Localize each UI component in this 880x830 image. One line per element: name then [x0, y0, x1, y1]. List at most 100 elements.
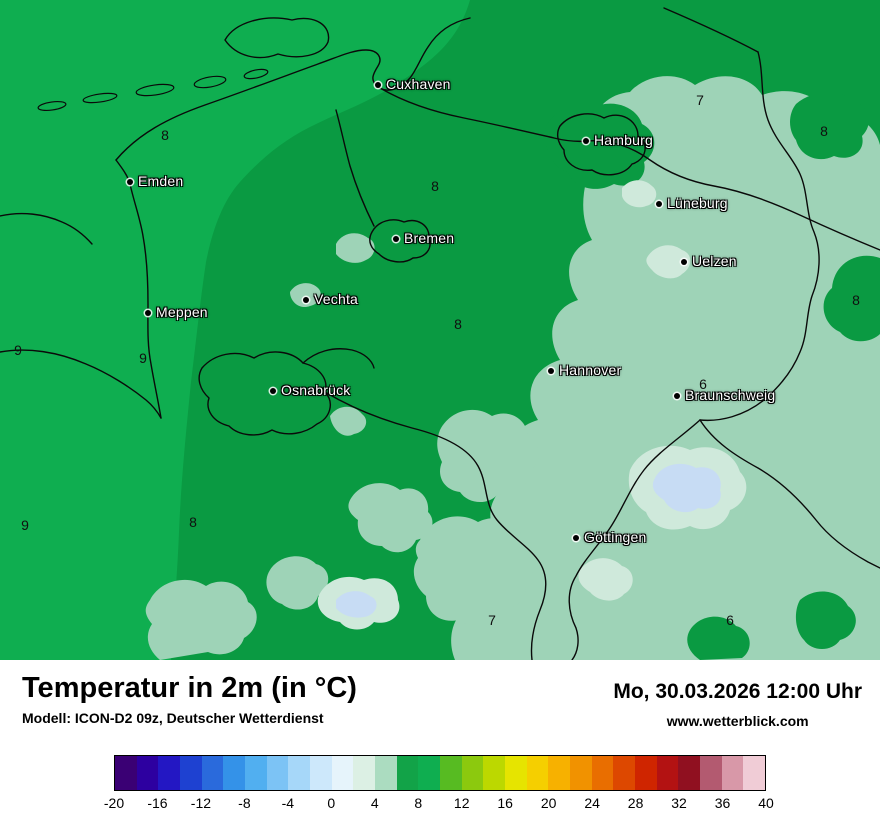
border-east — [699, 51, 820, 422]
legend-color-cell — [375, 756, 397, 790]
temperature-legend: -20 -16 -12 -8 -4 0 4 8 12 16 20 24 28 32 36 40 — [104, 755, 774, 813]
temp-region-paleblue-south — [336, 591, 377, 618]
legend-tick-row: -20 -16 -12 -8 -4 0 4 8 12 16 20 24 28 32 36 40 — [104, 795, 774, 813]
legend-color-cell — [180, 756, 202, 790]
legend-color-cell — [288, 756, 311, 790]
temp-region-seafoam-southwest-2 — [266, 556, 329, 610]
temp-region-green-east-edge — [823, 255, 880, 342]
border-weser-river — [335, 109, 375, 227]
temp-region-seafoam-east — [451, 76, 880, 660]
border-coast-peninsula — [224, 17, 330, 59]
legend-color-cell — [115, 756, 137, 790]
border-osnabrueck-loop — [198, 351, 331, 436]
legend-color-cell — [331, 756, 354, 790]
temp-region-green-northeast — [790, 92, 869, 160]
temp-region-light-uelzen — [646, 245, 691, 279]
legend-color-cell — [396, 756, 419, 790]
legend-color-cell — [245, 756, 267, 790]
legend-tick-label: 40 — [758, 795, 774, 811]
legend-color-cell — [700, 756, 722, 790]
legend-color-cell — [526, 756, 549, 790]
island-outline — [193, 75, 227, 89]
temp-region-bright-west — [0, 0, 470, 660]
border-bremen-loop — [369, 219, 431, 263]
temp-region-green-hamburg — [544, 103, 655, 189]
info-left: Temperatur in 2m (in °C) Modell: ICON-D2… — [22, 672, 357, 727]
border-top-right — [663, 7, 759, 53]
website-label: www.wetterblick.com — [666, 713, 809, 729]
temp-region-green-southeast-2 — [795, 591, 856, 649]
legend-color-cell — [678, 756, 701, 790]
legend-color-cell — [743, 756, 766, 790]
border-hamburg-loop — [556, 113, 646, 176]
island-outline — [82, 92, 118, 104]
legend-tick-label: 28 — [627, 795, 644, 811]
info-header-row: Temperatur in 2m (in °C) Modell: ICON-D2… — [0, 660, 880, 729]
temp-region-paleblue-goettingen — [652, 463, 721, 513]
legend-color-cell — [656, 756, 679, 790]
legend-tick-label: 16 — [497, 795, 513, 811]
model-info: Modell: ICON-D2 09z, Deutscher Wetterdie… — [22, 710, 324, 727]
legend-tick-label: -20 — [103, 795, 125, 811]
temp-region-seafoam-south-center — [413, 516, 536, 625]
border-loop-branch — [302, 348, 375, 369]
legend-color-cell — [158, 756, 181, 790]
info-panel: Temperatur in 2m (in °C) Modell: ICON-D2… — [0, 660, 880, 830]
legend-color-cell — [310, 756, 332, 790]
legend-color-cell — [440, 756, 462, 790]
border-nl-south — [0, 349, 162, 419]
border-elbe-river — [379, 87, 880, 251]
temp-region-seafoam-center — [437, 409, 540, 503]
temp-region-seafoam-vechta-spot — [290, 283, 321, 308]
temp-region-seafoam-bremen-spot — [336, 233, 375, 263]
legend-color-cell — [570, 756, 592, 790]
legend-tick-label: 32 — [671, 795, 687, 811]
legend-tick-label: -16 — [147, 795, 168, 811]
info-right: Mo, 30.03.2026 12:00 Uhr www.wetterblick… — [613, 673, 862, 729]
island-outlines — [37, 68, 269, 112]
legend-color-cell — [266, 756, 289, 790]
legend-color-cell — [223, 756, 246, 790]
legend-tick-label: 4 — [370, 795, 379, 811]
legend-tick-label: -4 — [281, 795, 295, 811]
legend-color-cell — [635, 756, 657, 790]
border-nl-north — [0, 212, 93, 245]
border-coast-west — [115, 17, 471, 161]
legend-color-cell — [591, 756, 614, 790]
island-outline — [135, 83, 175, 97]
legend-tick-label: 36 — [714, 795, 731, 811]
legend-tick-label: -8 — [238, 795, 251, 811]
temp-region-light-southeast — [578, 558, 633, 601]
legend-color-cell — [136, 756, 159, 790]
datetime-label: Mo, 30.03.2026 12:00 Uhr — [613, 680, 862, 703]
island-outline — [243, 68, 269, 80]
legend-tick-label: 20 — [540, 795, 557, 811]
legend-color-cell — [353, 756, 376, 790]
legend-tick-label: 24 — [584, 795, 600, 811]
temperature-map: Cuxhaven Hamburg Emden Lüneburg Bremen Uelzen… — [0, 0, 880, 660]
border-east-south — [699, 419, 880, 569]
temp-region-light-lueneburg — [622, 180, 657, 208]
legend-tick-label: 0 — [327, 795, 336, 811]
page-title: Temperatur in 2m (in °C) — [22, 672, 357, 704]
legend-color-cell — [483, 756, 506, 790]
temp-region-seafoam-southwest-1 — [145, 579, 257, 660]
temperature-map-svg — [0, 0, 880, 660]
temp-region-seafoam-mid-south — [348, 483, 433, 553]
border-south — [324, 391, 547, 660]
legend-color-cell — [548, 756, 571, 790]
legend-tick-label: 8 — [414, 795, 423, 811]
border-goettingen — [568, 419, 701, 660]
legend-color-cell — [721, 756, 744, 790]
legend-color-cell — [505, 756, 527, 790]
legend-color-cell — [201, 756, 224, 790]
temp-region-seafoam-osnabrueck-spot — [330, 406, 367, 436]
temp-region-green-southeast-1 — [687, 616, 750, 660]
legend-tick-label: -12 — [190, 795, 212, 811]
legend-color-cell — [418, 756, 441, 790]
legend-color-cell — [613, 756, 636, 790]
island-outline — [37, 100, 67, 112]
border-lines — [0, 7, 880, 660]
legend-color-cell — [461, 756, 484, 790]
